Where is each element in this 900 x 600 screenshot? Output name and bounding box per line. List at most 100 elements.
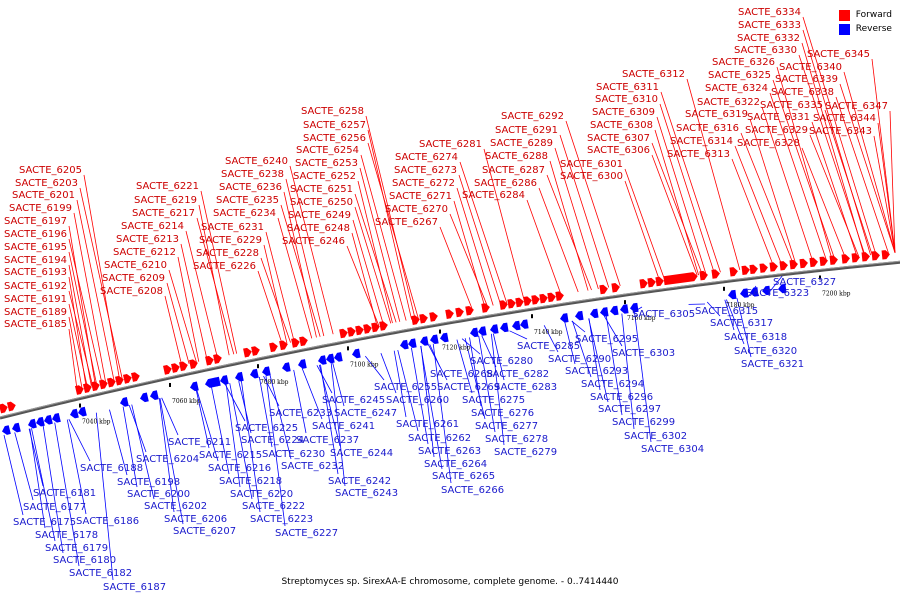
reverse-leader [397,349,419,432]
reverse-gene-label: SACTE_6260 [386,395,449,406]
reverse-gene-arrow [470,327,479,338]
forward-gene-arrow [555,291,564,301]
forward-leader [177,256,200,362]
forward-gene-arrow [729,267,738,277]
forward-gene-label: SACTE_6270 [385,204,448,215]
reverse-gene-label: SACTE_6241 [312,421,375,432]
forward-gene-arrow [749,264,758,275]
reverse-leader [706,301,721,317]
reverse-leader [543,325,559,353]
forward-gene-label: SACTE_6322 [697,97,760,108]
forward-leader [801,147,846,258]
reverse-leader [456,339,473,394]
axis-tick [79,403,81,408]
reverse-gene-label: SACTE_6218 [219,476,282,487]
forward-gene-arrow [379,321,388,331]
reverse-gene-label: SACTE_6303 [612,348,675,359]
forward-gene-label: SACTE_6256 [303,133,366,144]
reverse-leader [605,315,623,416]
forward-swatch [838,9,850,21]
reverse-gene-label: SACTE_6299 [612,417,675,428]
reverse-gene-arrow [78,406,87,417]
reverse-gene-label: SACTE_6179 [45,543,108,554]
forward-gene-label: SACTE_6300 [560,171,623,182]
reverse-gene-arrow [326,353,335,364]
forward-leader [749,118,797,264]
forward-gene-label: SACTE_6291 [495,125,558,136]
forward-gene-arrow [819,256,828,266]
forward-gene-arrow [789,259,798,270]
forward-gene-label: SACTE_6329 [745,125,808,136]
reverse-leader [410,347,429,445]
reverse-gene-arrow [44,414,53,425]
reverse-leader [161,397,179,436]
reverse-gene-label: SACTE_6297 [598,404,661,415]
forward-leader [359,167,401,322]
reverse-gene-label: SACTE_6180 [53,555,116,566]
reverse-gene-label: SACTE_6255 [374,382,437,393]
forward-leader [769,92,827,260]
forward-leader [654,129,700,276]
reverse-gene-arrow [490,324,499,334]
reverse-leader [478,335,496,433]
forward-leader [166,282,190,364]
reverse-gene-label: SACTE_6182 [69,568,132,579]
forward-leader [164,295,183,366]
reverse-gene-label: SACTE_6215 [199,450,262,461]
legend-reverse-label: Reverse [855,24,892,34]
forward-gene-arrow [639,279,648,289]
forward-leader [740,132,794,264]
reverse-gene-arrow [212,376,221,387]
reverse-leader [211,386,230,475]
forward-leader [354,193,397,323]
forward-gene-arrow [0,403,8,414]
forward-gene-arrow [90,381,100,392]
reverse-gene-label: SACTE_6283 [494,382,557,393]
reverse-gene-label: SACTE_6232 [281,461,344,472]
reverse-leader [380,353,397,394]
reverse-gene-label: SACTE_6207 [173,526,236,537]
reverse-gene-arrow [478,326,487,336]
forward-gene-arrow [429,312,438,322]
forward-gene-label: SACTE_6185 [4,319,67,330]
reverse-leader [726,299,745,345]
forward-gene-label: SACTE_6286 [474,178,537,189]
axis-tick [347,346,349,351]
forward-gene-label: SACTE_6213 [116,234,179,245]
forward-gene-arrow [539,293,548,304]
forward-leader [453,200,486,307]
forward-leader [624,168,665,280]
legend: Forward Reverse [838,8,892,36]
reverse-leader [464,338,486,420]
forward-gene-label: SACTE_6340 [779,62,842,73]
axis-tick [723,286,725,291]
forward-gene-arrow [851,253,860,263]
reverse-gene-arrow [298,359,307,369]
forward-leader [734,145,783,265]
forward-leader [659,103,715,274]
reverse-leader [54,422,80,567]
reverse-gene-label: SACTE_6318 [724,332,787,343]
forward-gene-label: SACTE_6238 [221,169,284,180]
reverse-gene-arrow [500,322,509,333]
reverse-leader [461,338,481,355]
reverse-leader [572,320,592,378]
forward-gene-label: SACTE_6271 [389,191,452,202]
forward-gene-arrow [547,292,556,303]
reverse-gene-label: SACTE_6181 [33,488,96,499]
forward-gene-label: SACTE_6308 [590,120,653,131]
forward-gene-label: SACTE_6191 [4,294,67,305]
forward-leader [68,225,96,386]
reverse-gene-label: SACTE_6224 [241,435,304,446]
forward-leader [68,328,78,390]
reverse-gene-label: SACTE_6277 [475,421,538,432]
forward-gene-arrow [411,315,420,325]
forward-leader [686,78,741,270]
reverse-gene-arrow [560,313,569,323]
forward-gene-arrow [445,309,454,319]
forward-gene-label: SACTE_6314 [670,136,733,147]
reverse-gene-arrow [575,310,584,321]
forward-leader [200,190,238,354]
